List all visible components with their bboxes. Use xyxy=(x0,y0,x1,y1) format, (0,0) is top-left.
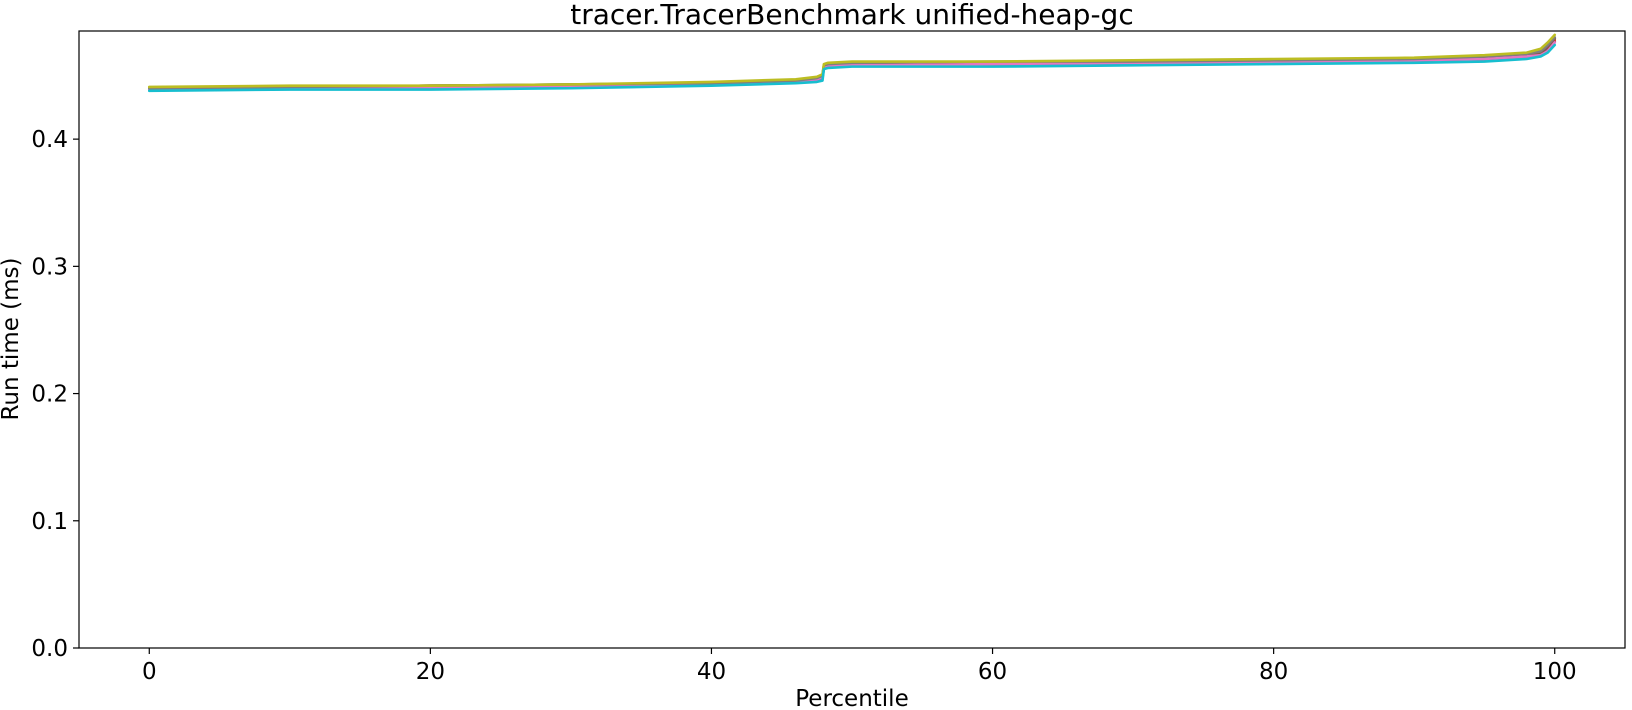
x-axis-label: Percentile xyxy=(795,686,908,710)
x-tick-label: 100 xyxy=(1533,659,1577,685)
y-axis-ticks: 0.0 0.1 0.2 0.3 0.4 xyxy=(31,127,79,662)
y-axis-label: Run time (ms) xyxy=(0,257,24,420)
series-group xyxy=(147,33,1557,93)
x-tick-label: 20 xyxy=(416,659,445,685)
y-tick-label: 0.1 xyxy=(31,509,68,535)
y-tick-label: 0.4 xyxy=(31,127,68,153)
plot-frame xyxy=(78,30,1626,649)
y-tick-label: 0.2 xyxy=(31,382,68,408)
x-tick-label: 80 xyxy=(1259,659,1288,685)
chart-title: tracer.TracerBenchmark unified-heap-gc xyxy=(570,0,1133,31)
series-line-10 xyxy=(147,43,1557,93)
y-tick-label: 0.0 xyxy=(31,636,68,662)
x-tick-label: 0 xyxy=(142,659,157,685)
x-axis-ticks: 0 20 40 60 80 100 xyxy=(142,648,1577,685)
x-tick-label: 60 xyxy=(978,659,1007,685)
x-tick-label: 40 xyxy=(697,659,726,685)
y-tick-label: 0.3 xyxy=(31,254,68,280)
series-line-9 xyxy=(147,33,1557,89)
